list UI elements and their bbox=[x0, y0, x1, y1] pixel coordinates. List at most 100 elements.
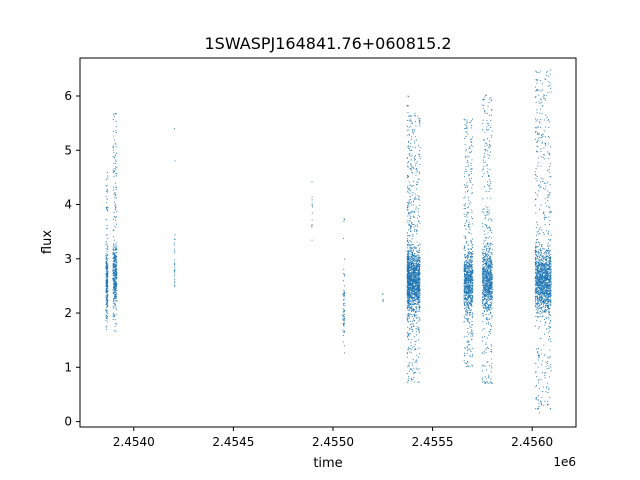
data-point bbox=[483, 284, 485, 286]
data-point bbox=[112, 189, 114, 191]
data-point bbox=[470, 181, 472, 184]
data-point bbox=[485, 283, 487, 285]
data-point bbox=[115, 257, 117, 259]
data-point bbox=[482, 296, 484, 298]
data-point bbox=[413, 286, 415, 288]
data-point bbox=[410, 257, 412, 259]
data-point bbox=[471, 138, 473, 140]
data-point bbox=[107, 294, 109, 296]
data-point bbox=[409, 195, 411, 198]
data-point bbox=[486, 197, 488, 199]
data-point bbox=[470, 290, 472, 292]
data-point bbox=[543, 182, 546, 184]
data-point bbox=[115, 219, 117, 221]
data-point bbox=[115, 166, 117, 168]
data-point bbox=[416, 183, 418, 185]
data-point bbox=[409, 199, 411, 201]
data-point bbox=[485, 284, 488, 286]
data-point bbox=[107, 304, 109, 306]
data-point bbox=[537, 379, 539, 381]
data-point bbox=[417, 297, 419, 299]
data-point bbox=[415, 300, 417, 303]
data-point bbox=[490, 187, 492, 190]
data-point bbox=[470, 241, 472, 243]
data-point bbox=[549, 163, 551, 165]
data-point bbox=[487, 150, 489, 152]
data-point bbox=[415, 371, 417, 374]
data-point bbox=[464, 298, 466, 300]
data-point bbox=[408, 277, 410, 279]
data-point bbox=[418, 259, 420, 261]
data-point bbox=[470, 216, 472, 218]
data-point bbox=[545, 95, 547, 97]
data-point bbox=[174, 273, 176, 275]
data-point bbox=[540, 90, 542, 92]
data-point bbox=[105, 289, 107, 291]
data-point bbox=[410, 342, 412, 344]
data-point bbox=[106, 283, 108, 285]
data-point bbox=[412, 133, 414, 135]
data-point bbox=[408, 301, 410, 303]
data-point bbox=[116, 166, 118, 168]
data-point bbox=[482, 321, 484, 323]
data-point bbox=[468, 267, 470, 269]
data-point bbox=[412, 146, 414, 148]
data-point bbox=[413, 276, 415, 278]
data-point bbox=[412, 359, 414, 361]
data-point bbox=[466, 276, 468, 278]
data-point bbox=[173, 259, 175, 261]
data-point bbox=[486, 308, 488, 310]
data-point bbox=[491, 362, 493, 364]
data-point bbox=[418, 347, 420, 350]
data-point bbox=[413, 349, 415, 351]
data-point bbox=[468, 313, 470, 315]
data-point bbox=[418, 195, 420, 197]
data-point bbox=[406, 288, 408, 290]
data-point bbox=[415, 287, 417, 289]
data-point bbox=[484, 109, 486, 111]
data-point bbox=[490, 269, 492, 271]
data-point bbox=[540, 98, 542, 100]
data-point bbox=[467, 349, 469, 351]
data-point bbox=[472, 296, 474, 298]
data-point bbox=[343, 302, 345, 305]
data-point bbox=[490, 263, 492, 265]
data-point bbox=[106, 287, 109, 289]
data-point bbox=[410, 285, 412, 287]
data-point bbox=[547, 136, 549, 138]
data-point bbox=[414, 311, 416, 313]
data-point bbox=[112, 170, 114, 172]
data-point bbox=[113, 212, 115, 214]
data-point bbox=[417, 181, 419, 183]
data-point bbox=[486, 170, 488, 173]
data-point bbox=[483, 152, 486, 154]
data-point bbox=[410, 294, 412, 296]
data-point bbox=[482, 265, 484, 267]
data-point bbox=[411, 283, 414, 285]
data-point bbox=[412, 235, 414, 237]
data-point bbox=[408, 313, 410, 315]
data-point bbox=[412, 297, 414, 299]
data-point bbox=[411, 315, 413, 318]
data-point bbox=[468, 147, 470, 149]
data-point bbox=[112, 278, 114, 280]
data-point bbox=[483, 327, 485, 329]
data-point bbox=[488, 226, 490, 228]
data-point bbox=[415, 168, 417, 170]
data-point bbox=[471, 315, 473, 317]
data-point bbox=[418, 150, 421, 152]
data-point bbox=[107, 321, 109, 323]
data-point bbox=[105, 304, 107, 306]
data-point bbox=[407, 209, 409, 211]
data-point bbox=[484, 280, 486, 282]
data-point bbox=[537, 94, 539, 96]
data-point bbox=[418, 381, 420, 383]
data-point bbox=[107, 248, 109, 251]
data-point bbox=[550, 284, 552, 286]
data-point bbox=[538, 208, 541, 210]
data-point bbox=[113, 252, 115, 254]
data-point bbox=[467, 225, 469, 227]
data-point bbox=[414, 247, 416, 249]
data-point bbox=[415, 171, 417, 173]
data-point bbox=[407, 95, 409, 97]
